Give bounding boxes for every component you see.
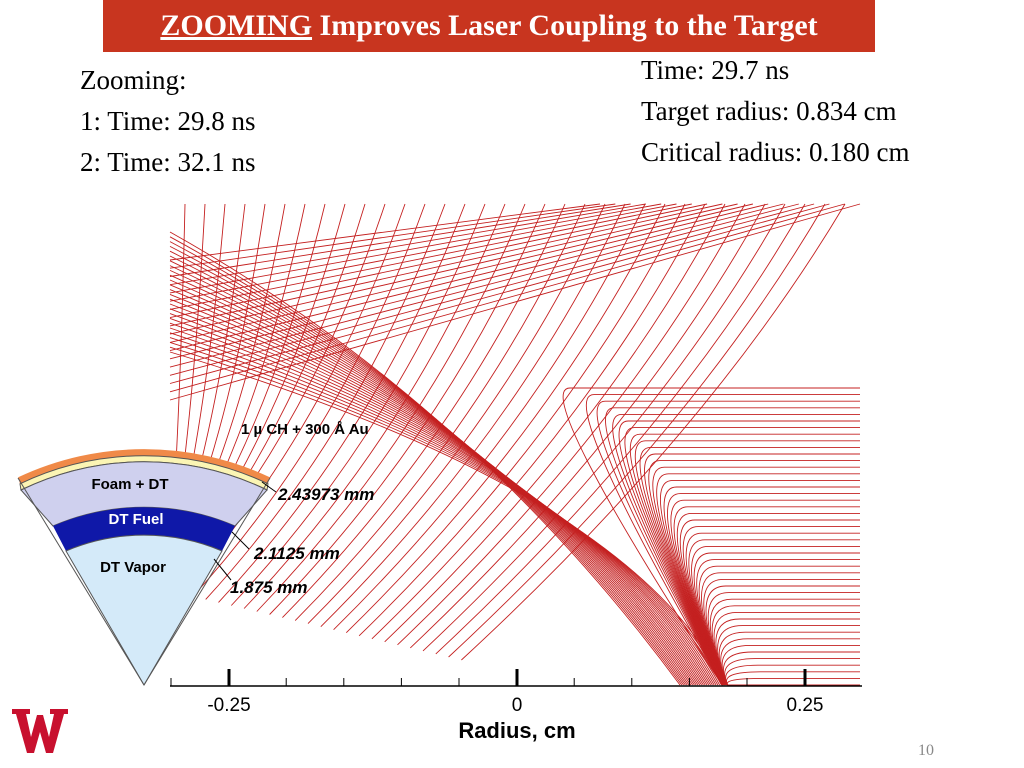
laser-ray: [659, 479, 860, 686]
middle-radius-leader: [231, 531, 250, 550]
laser-ray: [169, 203, 616, 269]
laser-ray: [448, 203, 826, 658]
laser-ray: [384, 203, 726, 643]
laser-ray: [717, 625, 860, 686]
laser-ray: [320, 203, 626, 628]
tick-label-neg: -0.25: [207, 695, 250, 716]
laser-ray: [230, 203, 486, 606]
laser-ray: [169, 203, 830, 384]
laser-ray: [629, 433, 860, 686]
stat-target-radius: Target radius: 0.834 cm: [641, 96, 897, 126]
inner-radius-leader: [213, 558, 232, 581]
laser-ray: [169, 327, 717, 686]
laser-ray: [726, 677, 860, 686]
laser-ray: [169, 203, 861, 401]
axis-ticks: [170, 669, 807, 686]
laser-ray: [169, 203, 738, 335]
laser-ray: [639, 446, 860, 686]
title-highlight: ZOOMING: [160, 9, 313, 42]
laser-ray: [435, 203, 806, 655]
laser-ray: [725, 664, 860, 686]
coating-label: 1 µ CH + 300 Å Au: [241, 421, 369, 438]
laser-ray: [371, 203, 706, 640]
laser-ray: [169, 203, 662, 294]
dt-fuel-label: DT Fuel: [109, 511, 164, 528]
laser-ray: [192, 203, 426, 597]
laser-ray: [169, 351, 726, 686]
laser-ray: [345, 203, 666, 634]
laser-ray: [169, 203, 784, 360]
slide-title: ZOOMING Improves Laser Coupling to the T…: [103, 0, 875, 52]
laser-ray: [169, 346, 724, 686]
tick-label-pos: 0.25: [787, 695, 824, 716]
laser-ray: [618, 420, 860, 686]
laser-ray: [723, 651, 860, 686]
dt-vapor-region: [65, 534, 223, 686]
laser-rays: [169, 203, 861, 686]
laser-ray: [634, 440, 860, 686]
laser-ray: [307, 203, 606, 624]
middle-radius-label: 2.1125 mm: [253, 544, 340, 563]
laser-ray: [169, 203, 601, 261]
laser-ray: [409, 203, 766, 649]
laser-ray: [169, 203, 631, 277]
wedge-edge-right: [143, 477, 271, 686]
laser-ray: [169, 322, 715, 686]
laser-ray: [585, 394, 860, 686]
laser-ray: [461, 203, 846, 661]
university-logo: [12, 709, 68, 753]
laser-ray: [169, 203, 723, 327]
page-number: 10: [918, 742, 934, 759]
inner-radius-label: 1.875 mm: [230, 578, 308, 597]
title-rest: Improves Laser Coupling to the Target: [312, 9, 818, 42]
stat-time: Time: 29.7 ns: [641, 55, 790, 85]
outer-radius-label: 2.43973 mm: [277, 485, 374, 504]
laser-ray: [397, 203, 746, 646]
zooming-info: Zooming: 1: Time: 29.8 ns 2: Time: 32.1 …: [80, 60, 256, 183]
axis-label: Radius, cm: [458, 718, 575, 743]
laser-ray: [169, 203, 692, 310]
dt-vapor-label: DT Vapor: [100, 559, 166, 576]
laser-ray: [169, 203, 845, 393]
laser-ray: [243, 203, 506, 609]
foam-dt-label: Foam + DT: [91, 476, 168, 493]
laser-ray: [169, 203, 646, 286]
stat-critical-radius: Critical radius: 0.180 cm: [641, 137, 910, 167]
laser-ray: [218, 203, 466, 603]
wedge-edge-left: [17, 477, 145, 686]
target-wedge: Foam + DT DT Fuel DT Vapor 1 µ CH + 300 …: [17, 421, 374, 686]
laser-ray: [358, 203, 686, 637]
laser-ray: [726, 671, 860, 686]
laser-ray: [562, 387, 860, 686]
zooming-line-1: 1: Time: 29.8 ns: [80, 106, 256, 136]
laser-ray: [169, 245, 686, 686]
laser-ray: [169, 337, 720, 686]
coating-layer: [18, 449, 270, 484]
laser-ray: [169, 203, 754, 343]
laser-ray: [169, 203, 769, 352]
zooming-line-2: 2: Time: 32.1 ns: [80, 147, 256, 177]
laser-ray: [256, 203, 526, 612]
laser-ray: [169, 203, 708, 319]
laser-ray: [169, 203, 799, 368]
laser-ray: [605, 407, 860, 686]
laser-ray: [644, 453, 860, 686]
laser-ray: [169, 203, 677, 302]
target-stats: Time: 29.7 ns Target radius: 0.834 cm Cr…: [641, 50, 909, 173]
laser-ray: [612, 413, 860, 686]
laser-ray: [169, 332, 719, 686]
laser-ray: [169, 203, 815, 376]
tick-label-zero: 0: [512, 695, 523, 716]
laser-ray: [422, 203, 786, 652]
radius-axis: -0.25 0 0.25 Radius, cm: [170, 669, 862, 743]
laser-ray: [596, 400, 860, 686]
laser-ray: [282, 203, 566, 618]
outer-radius-leader: [261, 481, 277, 493]
laser-ray: [169, 341, 722, 686]
laser-ray: [701, 572, 860, 686]
zooming-heading: Zooming:: [80, 65, 187, 95]
laser-ray: [333, 203, 646, 631]
laser-ray: [294, 203, 586, 621]
